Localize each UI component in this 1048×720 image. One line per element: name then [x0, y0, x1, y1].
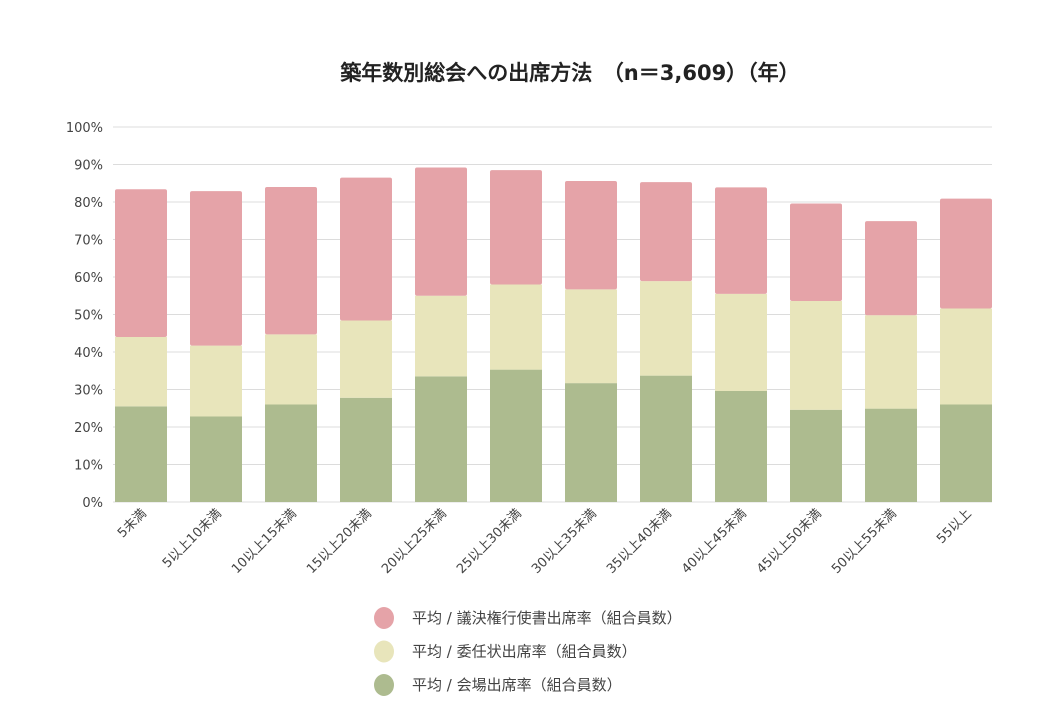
x-tick-label: 20以上25未満 [379, 506, 450, 577]
legend-label: 平均 / 委任状出席率（組合員数） [412, 643, 637, 661]
bar-stack: 平均 / 会場出席率（組合員数）: 35.3平均 / 委任状出席率（組合員数）:… [490, 170, 542, 502]
bar-segment: 平均 / 委任状出席率（組合員数）: 18.9 [190, 345, 242, 417]
y-tick-label: 70% [74, 234, 103, 249]
legend-swatch [374, 640, 394, 663]
legend-item: 平均 / 議決権行使書出席率（組合員数） [374, 607, 682, 629]
legend: 平均 / 議決権行使書出席率（組合員数） 平均 / 委任状出席率（組合員数） 平均 … [374, 607, 682, 696]
bar-stack: 平均 / 会場出席率（組合員数）: 33.5平均 / 委任状出席率（組合員数）:… [415, 167, 467, 502]
y-tick-label: 100% [66, 121, 103, 136]
bar-segment: 平均 / 議決権行使書出席率（組合員数）: 25.1 [865, 221, 917, 316]
bar-segment: 平均 / 議決権行使書出席率（組合員数）: 29.3 [940, 198, 992, 309]
x-tick-label: 30以上35未満 [529, 506, 600, 577]
bar-segment: 平均 / 会場出席率（組合員数）: 25.5 [115, 406, 167, 502]
bar-segment: 平均 / 会場出席率（組合員数）: 22.8 [190, 416, 242, 502]
x-tick-label: 40以上45未満 [679, 506, 750, 577]
bar-segment: 平均 / 会場出席率（組合員数）: 33.7 [640, 375, 692, 502]
x-tick-label: 35以上40未満 [604, 506, 675, 577]
legend-swatch [374, 674, 394, 696]
bar-stack: 平均 / 会場出席率（組合員数）: 24.9平均 / 委任状出席率（組合員数）:… [865, 221, 917, 502]
bar-segment: 平均 / 議決権行使書出席率（組合員数）: 28.4 [715, 187, 767, 294]
bar-segment: 平均 / 会場出席率（組合員数）: 24.6 [790, 409, 842, 502]
bar-stack: 平均 / 会場出席率（組合員数）: 27.8平均 / 委任状出席率（組合員数）:… [340, 177, 392, 502]
bar-segment: 平均 / 委任状出席率（組合員数）: 29 [790, 301, 842, 410]
bar-segment: 平均 / 議決権行使書出席率（組合員数）: 30.5 [490, 170, 542, 285]
y-tick-label: 60% [74, 271, 103, 286]
legend-label: 平均 / 議決権行使書出席率（組合員数） [412, 609, 682, 627]
y-axis: 0% 10% 20% 30% 40% 50% 60% 70% 80% 90% 100% [66, 121, 103, 511]
bar-segment: 平均 / 会場出席率（組合員数）: 29.6 [715, 391, 767, 502]
bar-segment: 平均 / 議決権行使書出席率（組合員数）: 39.3 [265, 187, 317, 335]
bar-segment: 平均 / 議決権行使書出席率（組合員数）: 41.2 [190, 191, 242, 346]
y-tick-label: 10% [74, 459, 103, 474]
bar-segment: 平均 / 議決権行使書出席率（組合員数）: 38.1 [340, 177, 392, 321]
y-tick-label: 80% [74, 196, 103, 211]
bar-stack: 平均 / 会場出席率（組合員数）: 33.7平均 / 委任状出席率（組合員数）:… [640, 182, 692, 502]
y-tick-label: 0% [82, 496, 103, 511]
legend-item: 平均 / 委任状出席率（組合員数） [374, 640, 637, 663]
x-tick-label: 15以上20未満 [304, 506, 375, 577]
bar-segment: 平均 / 会場出席率（組合員数）: 27.8 [340, 397, 392, 502]
bar-segment: 平均 / 委任状出席率（組合員数）: 20.6 [340, 320, 392, 398]
bars: 平均 / 会場出席率（組合員数）: 25.5平均 / 委任状出席率（組合員数）:… [115, 167, 992, 502]
bar-segment: 平均 / 議決権行使書出席率（組合員数）: 26.4 [640, 182, 692, 282]
bar-segment: 平均 / 委任状出席率（組合員数）: 25.6 [940, 308, 992, 405]
chart-title: 築年数別総会への出席方法 （n＝3,609）（年） [339, 61, 799, 85]
legend-item: 平均 / 会場出席率（組合員数） [374, 674, 622, 696]
gridlines [113, 126, 992, 503]
bar-segment: 平均 / 会場出席率（組合員数）: 26 [940, 404, 992, 502]
bar-stack: 平均 / 会場出席率（組合員数）: 24.6平均 / 委任状出席率（組合員数）:… [790, 203, 842, 502]
y-tick-label: 90% [74, 159, 103, 174]
bar-segment: 平均 / 議決権行使書出席率（組合員数）: 34.2 [415, 167, 467, 296]
y-tick-label: 40% [74, 346, 103, 361]
y-tick-label: 30% [74, 384, 103, 399]
bar-segment: 平均 / 会場出席率（組合員数）: 33.5 [415, 376, 467, 502]
bar-segment: 平均 / 議決権行使書出席率（組合員数）: 39.4 [115, 189, 167, 337]
legend-label: 平均 / 会場出席率（組合員数） [412, 676, 622, 694]
bar-segment: 平均 / 委任状出席率（組合員数）: 18.5 [115, 337, 167, 407]
x-tick-label: 55以上 [934, 506, 975, 547]
legend-swatch [374, 607, 394, 629]
bar-segment: 平均 / 委任状出席率（組合員数）: 22.7 [490, 284, 542, 370]
x-tick-label: 10以上15未満 [229, 506, 300, 577]
bar-segment: 平均 / 委任状出席率（組合員数）: 24.9 [865, 315, 917, 409]
x-tick-label: 45以上50未満 [754, 506, 825, 577]
bar-stack: 平均 / 会場出席率（組合員数）: 26平均 / 委任状出席率（組合員数）: 1… [265, 187, 317, 502]
bar-segment: 平均 / 委任状出席率（組合員数）: 21.5 [415, 295, 467, 377]
bar-stack: 平均 / 会場出席率（組合員数）: 22.8平均 / 委任状出席率（組合員数）:… [190, 191, 242, 502]
x-tick-label: 5以上10未満 [160, 506, 225, 571]
x-tick-label: 50以上55未満 [829, 506, 900, 577]
x-axis: 5未満 5以上10未満 10以上15未満 15以上20未満 20以上25未満 25以上30… [115, 506, 975, 577]
bar-segment: 平均 / 議決権行使書出席率（組合員数）: 26 [790, 203, 842, 301]
bar-stack: 平均 / 会場出席率（組合員数）: 26平均 / 委任状出席率（組合員数）: 2… [940, 198, 992, 502]
bar-segment: 平均 / 会場出席率（組合員数）: 31.7 [565, 383, 617, 502]
x-tick-label: 25以上30未満 [454, 506, 525, 577]
x-tick-label: 5未満 [115, 506, 150, 541]
y-tick-label: 50% [74, 309, 103, 324]
bar-segment: 平均 / 議決権行使書出席率（組合員数）: 28.9 [565, 181, 617, 290]
bar-segment: 平均 / 会場出席率（組合員数）: 24.9 [865, 408, 917, 502]
bar-segment: 平均 / 委任状出席率（組合員数）: 25 [565, 289, 617, 384]
bar-stack: 平均 / 会場出席率（組合員数）: 31.7平均 / 委任状出席率（組合員数）:… [565, 181, 617, 502]
bar-stack: 平均 / 会場出席率（組合員数）: 25.5平均 / 委任状出席率（組合員数）:… [115, 189, 167, 502]
bar-segment: 平均 / 会場出席率（組合員数）: 26 [265, 404, 317, 502]
bar-segment: 平均 / 委任状出席率（組合員数）: 18.7 [265, 334, 317, 405]
bar-segment: 平均 / 会場出席率（組合員数）: 35.3 [490, 369, 542, 502]
y-tick-label: 20% [74, 421, 103, 436]
bar-segment: 平均 / 委任状出席率（組合員数）: 25.9 [715, 293, 767, 391]
bar-segment: 平均 / 委任状出席率（組合員数）: 25.2 [640, 281, 692, 376]
bar-stack: 平均 / 会場出席率（組合員数）: 29.6平均 / 委任状出席率（組合員数）:… [715, 187, 767, 502]
